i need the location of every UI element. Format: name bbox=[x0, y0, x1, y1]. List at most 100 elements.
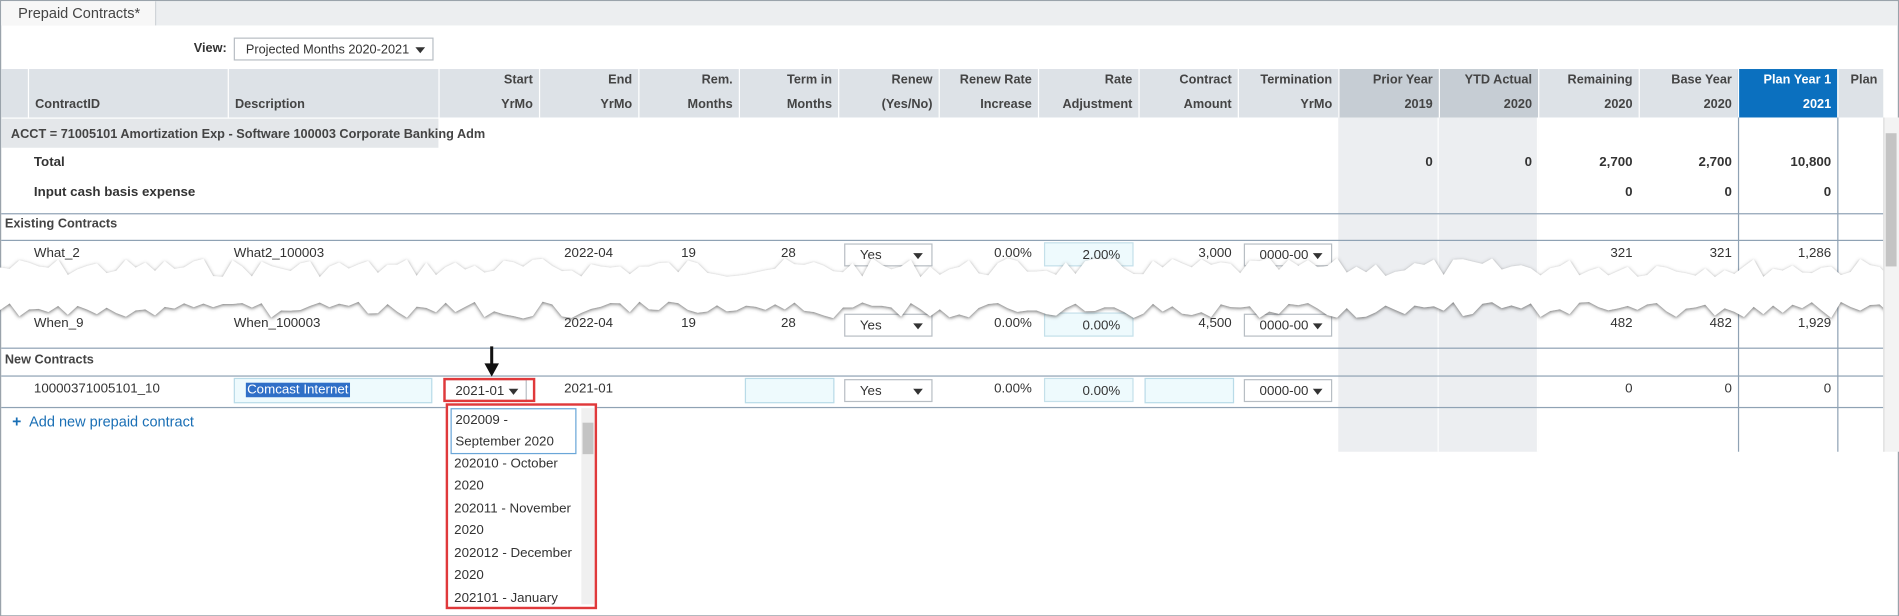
column-header-text: Adjustment bbox=[1062, 96, 1133, 112]
view-select[interactable]: Projected Months 2020-2021 bbox=[233, 37, 434, 61]
cell: 2022-04 bbox=[564, 245, 614, 261]
input-box[interactable]: 0.00% bbox=[1043, 377, 1134, 403]
cell: 482 bbox=[1709, 316, 1732, 331]
column-header-text: Termination bbox=[1260, 72, 1333, 88]
column-header-text: Base Year bbox=[1671, 72, 1732, 88]
column-header: Renew (Yes/No) bbox=[838, 69, 939, 118]
column-header-text: 2019 bbox=[1404, 96, 1433, 112]
select-value[interactable]: Yes bbox=[859, 383, 882, 399]
summary-cell: 2,700 bbox=[1599, 155, 1633, 170]
tab[interactable] bbox=[1, 1, 157, 26]
select-value[interactable]: 0000-00 bbox=[1259, 383, 1309, 399]
tab-title[interactable]: Prepaid Contracts* bbox=[18, 4, 141, 22]
input-value[interactable]: 0.00% bbox=[1082, 318, 1121, 334]
column-header-text: Increase bbox=[980, 96, 1032, 112]
cell: 4,500 bbox=[1198, 316, 1232, 331]
column-header-text: YrMo bbox=[501, 96, 533, 112]
column-header-text: Renew bbox=[891, 72, 933, 88]
select-value[interactable]: 0000-00 bbox=[1259, 248, 1309, 263]
dropdown-option[interactable]: 202101 - January bbox=[454, 591, 558, 606]
dropdown-arrow bbox=[1312, 253, 1323, 260]
select-box[interactable]: 0000-00 bbox=[1243, 379, 1333, 403]
add-icon[interactable]: + bbox=[12, 411, 22, 430]
column-header: Rem. Months bbox=[638, 69, 739, 118]
cell: 19 bbox=[681, 245, 696, 261]
select-box[interactable]: Yes bbox=[844, 313, 933, 337]
cell: 0 bbox=[1625, 381, 1633, 397]
summary-cell: 0 bbox=[1823, 185, 1832, 200]
column-header: Description bbox=[227, 69, 439, 118]
column-header: Start YrMo bbox=[438, 69, 539, 118]
cell: When_9 bbox=[33, 316, 84, 331]
cell: 321 bbox=[1709, 245, 1732, 261]
cell: When_100003 bbox=[233, 316, 321, 331]
cell: 28 bbox=[781, 316, 796, 331]
summary-cell: 0 bbox=[1524, 155, 1533, 170]
cell: What_2 bbox=[33, 245, 80, 261]
cell: 321 bbox=[1610, 245, 1633, 261]
column-header-text: Rem. bbox=[701, 72, 733, 88]
summary-cell: 10,800 bbox=[1790, 155, 1832, 170]
dropdown-thumb[interactable] bbox=[582, 422, 594, 455]
cell: 482 bbox=[1610, 316, 1633, 331]
cell: 3,000 bbox=[1198, 245, 1232, 261]
select-box[interactable]: Yes bbox=[844, 379, 933, 403]
cell: What2_100003 bbox=[233, 245, 325, 261]
column-header-text: YrMo bbox=[1300, 96, 1333, 112]
column-header-text: Prior Year bbox=[1372, 72, 1433, 88]
cell: 0.00% bbox=[994, 245, 1032, 261]
dropdown-list[interactable]: 202009 - September 2020 202010 - October … bbox=[445, 403, 598, 610]
selected-text[interactable]: Comcast Internet bbox=[245, 382, 350, 398]
column-header-text: 2020 bbox=[1604, 96, 1633, 112]
input-box[interactable] bbox=[1144, 377, 1235, 404]
dropdown-option[interactable]: 202010 - October 2020 bbox=[454, 456, 558, 493]
column-header-text: Renew Rate bbox=[959, 72, 1032, 88]
cell: 2022-04 bbox=[564, 316, 614, 331]
column-header: Plan bbox=[1837, 69, 1883, 118]
select-value[interactable]: 2021-01 bbox=[455, 383, 505, 399]
select-value[interactable]: 0000-00 bbox=[1259, 318, 1309, 334]
add-link[interactable]: Add new prepaid contract bbox=[29, 412, 194, 430]
cell: 0.00% bbox=[994, 381, 1032, 397]
column-header: Termination YrMo bbox=[1237, 69, 1339, 118]
input-box[interactable]: Comcast Internet bbox=[233, 377, 433, 404]
column-header: ContractID bbox=[27, 69, 228, 118]
dropdown-option[interactable]: 202012 - December 2020 bbox=[454, 546, 572, 583]
cell: 0 bbox=[1823, 381, 1832, 397]
summary-cell: 0 bbox=[1625, 185, 1633, 200]
section-title: Existing Contracts bbox=[4, 216, 118, 232]
dropdown-arrow bbox=[1312, 323, 1323, 330]
dropdown-scrollbar[interactable] bbox=[581, 408, 595, 605]
row-separator bbox=[1, 213, 1884, 215]
column-header-text: Months bbox=[786, 96, 833, 112]
column-header: Base Year 2020 bbox=[1638, 69, 1738, 118]
column-header: Term in Months bbox=[738, 69, 838, 118]
column-header: Prior Year 2019 bbox=[1338, 69, 1439, 118]
input-box[interactable] bbox=[744, 377, 835, 404]
scrollbar-thumb[interactable] bbox=[1885, 133, 1897, 267]
column-header-text: YrMo bbox=[600, 96, 633, 112]
view-value[interactable]: Projected Months 2020-2021 bbox=[245, 42, 410, 57]
cell: 0 bbox=[1724, 381, 1732, 397]
column-header: YTD Actual 2020 bbox=[1438, 69, 1539, 118]
dropdown-option[interactable]: 202009 - September 2020 bbox=[450, 408, 577, 455]
arrow-pointer bbox=[484, 346, 499, 377]
column-header: Contract Amount bbox=[1138, 69, 1237, 118]
column-header-text: Plan bbox=[1850, 72, 1878, 88]
column-header-text: Description bbox=[234, 96, 305, 112]
select-value[interactable]: Yes bbox=[859, 248, 882, 263]
dropdown-option[interactable]: 202011 - November 2020 bbox=[454, 501, 571, 538]
dropdown-arrow bbox=[913, 253, 923, 260]
select-box[interactable]: 0000-00 bbox=[1243, 313, 1333, 337]
row-separator bbox=[1, 239, 1884, 242]
input-value[interactable]: 0.00% bbox=[1082, 383, 1121, 399]
highlight-box bbox=[443, 377, 536, 403]
column-header-text: 2020 bbox=[1503, 96, 1533, 112]
tab-bar bbox=[1, 1, 1898, 26]
input-box[interactable]: 0.00% bbox=[1043, 312, 1134, 337]
summary-cell: Total bbox=[33, 155, 65, 170]
select-value[interactable]: Yes bbox=[859, 318, 882, 334]
section-title: New Contracts bbox=[4, 352, 94, 367]
row-separator bbox=[1, 347, 1884, 349]
column-header: Remaining 2020 bbox=[1538, 69, 1639, 118]
